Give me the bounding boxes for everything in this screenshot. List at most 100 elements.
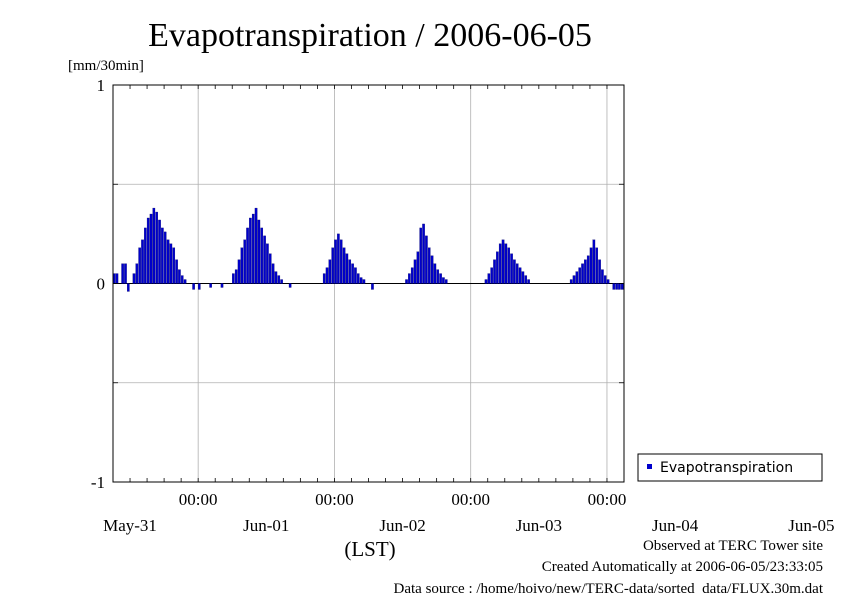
bar: [487, 273, 491, 284]
bar: [498, 243, 502, 284]
x-axis-label: (LST): [344, 537, 395, 561]
y-axis-unit-label: [mm/30min]: [68, 58, 144, 74]
bar: [243, 239, 246, 284]
legend: Evapotranspiration: [637, 453, 823, 482]
bar: [144, 227, 147, 284]
axis-ticks: [112, 84, 625, 483]
bar: [510, 253, 513, 284]
bar: [507, 247, 510, 284]
bar: [521, 271, 525, 284]
bar: [439, 273, 442, 284]
bar: [249, 217, 252, 284]
bar: [254, 207, 258, 284]
bar: [155, 211, 158, 284]
x-tick-time-label: 00:00: [451, 490, 490, 509]
x-tick-date-label: Jun-04: [652, 516, 699, 535]
bar: [169, 243, 173, 284]
chart-title: Evapotranspiration / 2006-06-05: [148, 17, 592, 54]
bar: [339, 239, 343, 284]
bar: [328, 259, 332, 284]
legend-swatch: [647, 464, 652, 469]
bar: [578, 267, 581, 284]
footer-observed-at: Observed at TERC Tower site: [643, 538, 823, 554]
x-tick-date-label: Jun-05: [788, 516, 834, 535]
bar: [515, 263, 519, 284]
bar: [581, 263, 584, 284]
x-tick-time-label: 00:00: [315, 490, 354, 509]
bar: [621, 283, 624, 290]
bar: [260, 227, 264, 284]
bar: [603, 275, 607, 284]
bar: [569, 279, 573, 284]
bar: [198, 283, 201, 290]
bar: [141, 239, 144, 284]
y-tick-label: 1: [97, 76, 106, 95]
bar: [425, 235, 428, 284]
bar: [501, 239, 505, 284]
bar: [274, 271, 278, 284]
bar: [598, 259, 601, 284]
bar: [246, 227, 249, 284]
x-tick-date-label: May-31: [103, 516, 157, 535]
bar: [152, 207, 156, 284]
bar: [166, 239, 170, 284]
x-tick-time-labels: 00:00 00:00 00:00 00:00: [179, 490, 627, 509]
bar: [493, 259, 496, 284]
bar: [348, 259, 352, 284]
bar: [135, 263, 139, 284]
bar: [342, 247, 346, 284]
bar: [337, 233, 340, 284]
bar: [209, 283, 212, 288]
bar: [433, 263, 437, 284]
bar: [240, 247, 244, 284]
bar: [444, 279, 448, 284]
bar: [280, 279, 283, 284]
bar: [405, 279, 408, 284]
bar: [334, 239, 337, 284]
bar: [589, 247, 593, 284]
bar: [592, 239, 596, 284]
bar: [351, 263, 354, 284]
bar: [149, 213, 153, 284]
bar: [257, 219, 261, 284]
bar: [220, 283, 224, 288]
bar: [288, 283, 292, 288]
bar: [356, 273, 360, 284]
bar: [362, 279, 366, 284]
bar: [138, 247, 141, 284]
footer-data-source: Data source : /home/hoivo/new/TERC-data/…: [394, 581, 824, 595]
bar: [124, 263, 127, 284]
bar: [251, 213, 255, 284]
bar: [183, 279, 187, 284]
bar: [163, 231, 167, 284]
bar: [266, 243, 269, 284]
bar: [161, 227, 164, 284]
y-tick-label: 0: [97, 275, 106, 294]
bar-series-evapotranspiration: [112, 207, 624, 292]
bar: [146, 217, 150, 284]
bar: [484, 279, 488, 284]
bar: [132, 273, 136, 284]
bar: [575, 271, 579, 284]
bar: [232, 273, 235, 284]
bar: [234, 269, 238, 284]
y-tick-labels: 1 0 -1: [91, 76, 105, 492]
bar: [178, 269, 181, 284]
x-tick-date-label: Jun-03: [516, 516, 562, 535]
bar: [572, 275, 576, 284]
y-tick-label: -1: [91, 473, 105, 492]
legend-label: Evapotranspiration: [660, 460, 793, 476]
bar: [158, 219, 161, 284]
bar: [612, 283, 616, 290]
bar: [277, 275, 281, 284]
bar: [419, 227, 422, 284]
bar: [416, 251, 420, 284]
bar: [615, 283, 618, 290]
bar: [504, 243, 508, 284]
bar: [442, 277, 445, 284]
bar: [172, 247, 176, 284]
bar: [127, 283, 130, 292]
bar: [268, 253, 272, 284]
bar: [263, 235, 266, 284]
